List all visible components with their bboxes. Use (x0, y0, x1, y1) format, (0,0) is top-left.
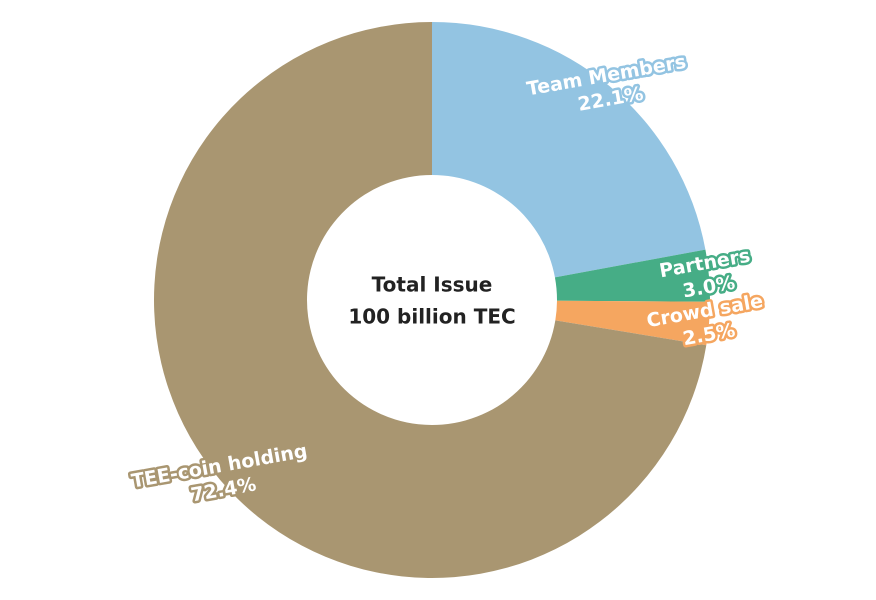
slice (432, 22, 706, 278)
slice (554, 249, 710, 302)
slice (555, 300, 710, 346)
slice (154, 22, 707, 579)
center-subtitle: 100 billion TEC (348, 305, 515, 329)
center-title: Total Issue (372, 273, 493, 297)
